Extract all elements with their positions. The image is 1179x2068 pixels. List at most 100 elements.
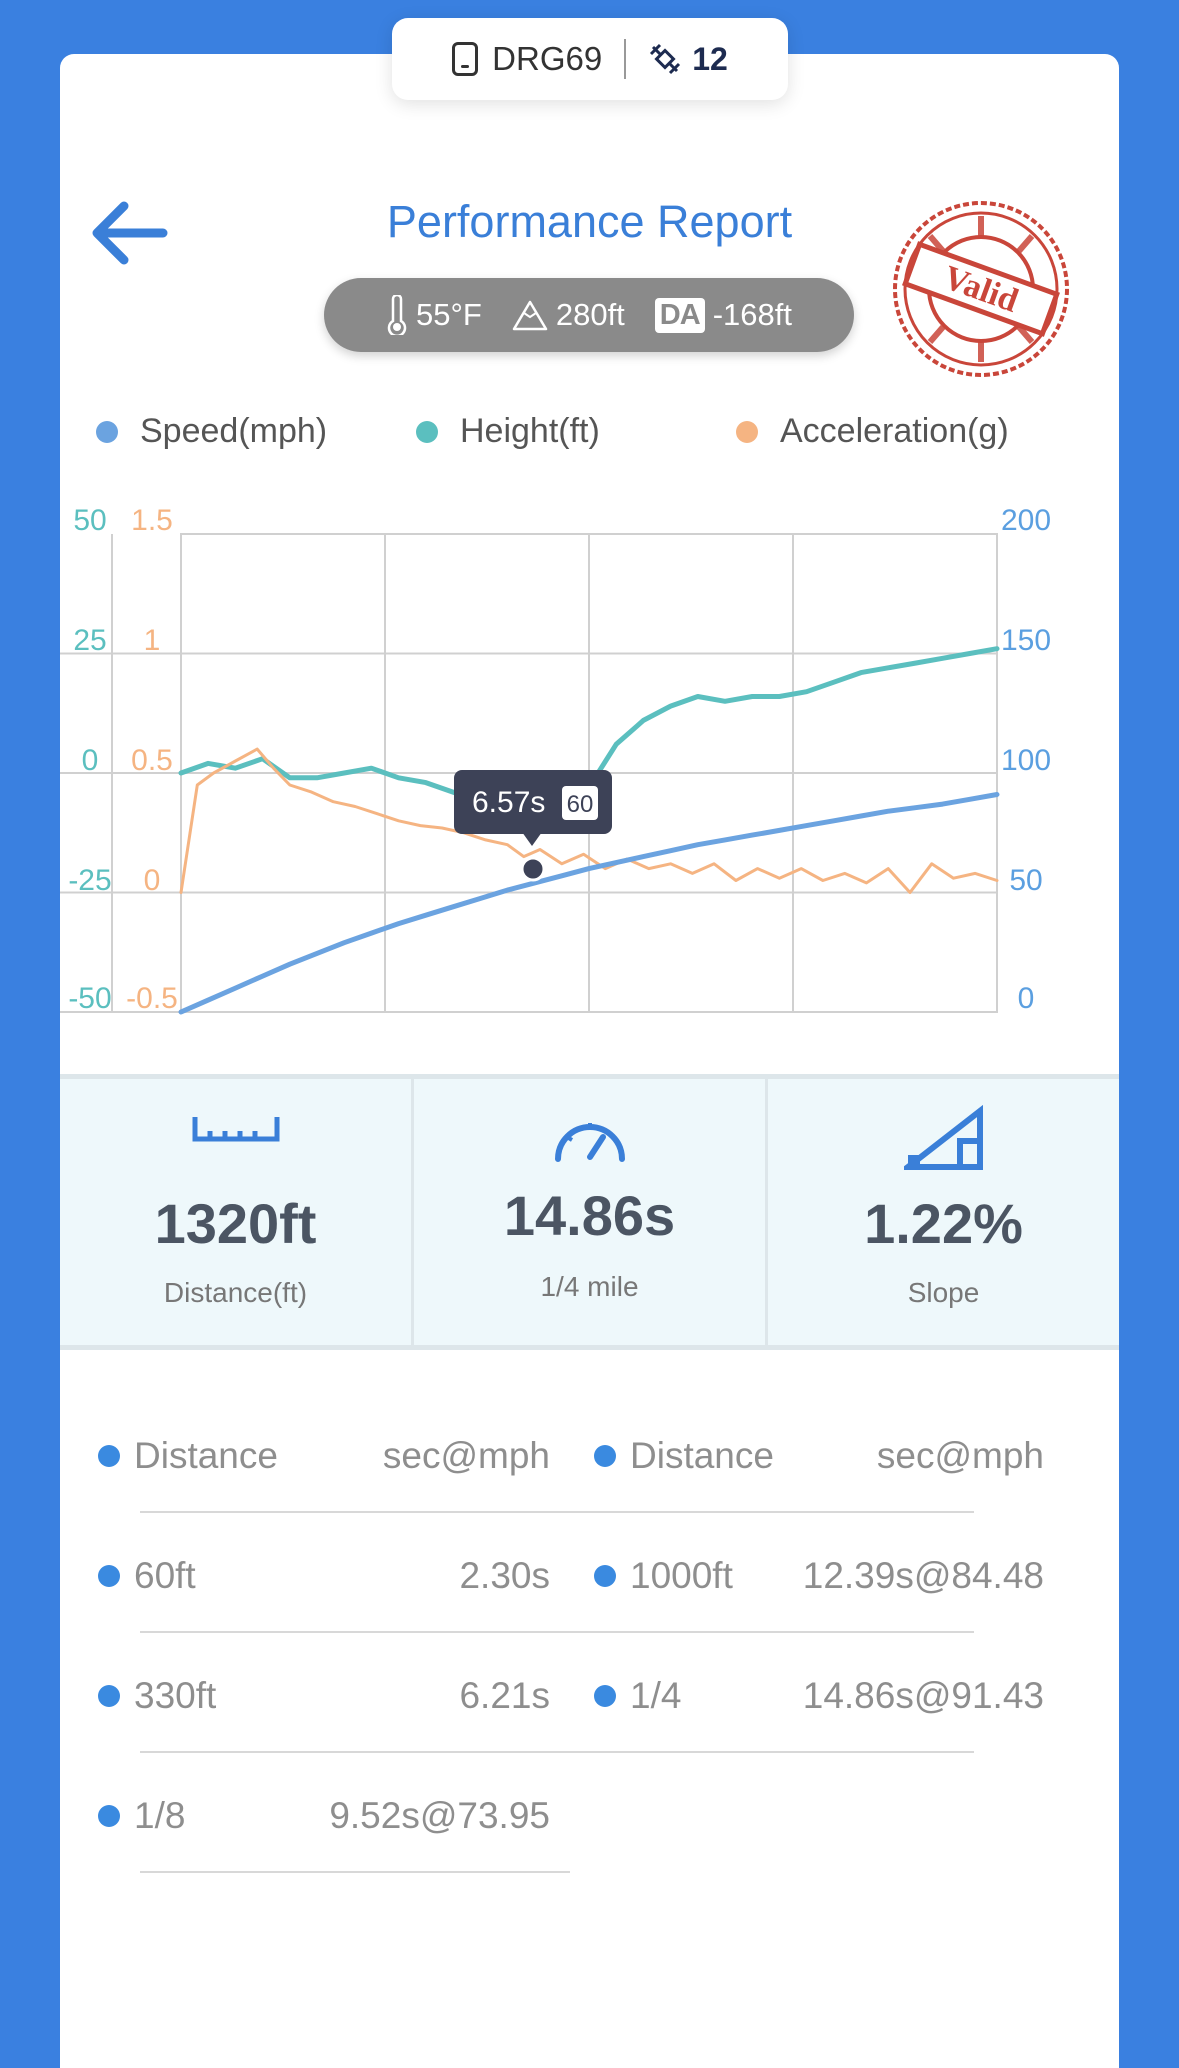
satellite-info: 12 xyxy=(648,41,728,78)
density-altitude-item: DA -168ft xyxy=(654,297,792,333)
split-row-distance: 1000ft xyxy=(594,1530,733,1622)
split-row-time: 9.52s@73.95 xyxy=(329,1795,550,1836)
split-row-time: 2.30s xyxy=(459,1555,550,1596)
bullet-icon xyxy=(98,1565,120,1587)
split-header-time-left: sec@mph xyxy=(382,1435,550,1476)
legend-acceleration-label: Acceleration(g) xyxy=(780,412,1009,450)
header-label: Distance xyxy=(630,1435,774,1476)
thermometer-icon xyxy=(387,295,407,335)
stat-distance: 1320ft Distance(ft) xyxy=(60,1079,414,1345)
split-distance: 60ft xyxy=(134,1555,196,1596)
divider xyxy=(140,1511,974,1513)
stat-slope-value: 1.22% xyxy=(864,1192,1023,1255)
da-badge: DA xyxy=(654,297,705,333)
conditions-pill: 55°F 280ft DA -168ft xyxy=(324,278,854,352)
header-label: Distance xyxy=(134,1435,278,1476)
speed-tick-label: 100 xyxy=(1001,744,1051,777)
ruler-icon xyxy=(192,1117,279,1142)
legend-acceleration[interactable]: Acceleration(g) xyxy=(736,412,1009,451)
stat-distance-value: 1320ft xyxy=(154,1192,317,1255)
speed-tick-label: 200 xyxy=(1001,504,1051,537)
satellite-icon xyxy=(650,43,681,75)
satellite-count: 12 xyxy=(692,40,728,77)
speedometer-icon xyxy=(554,1123,625,1162)
height-tick-label: 0 xyxy=(82,744,99,777)
temperature-item: 55°F xyxy=(386,295,482,335)
split-header-time-right: sec@mph xyxy=(876,1435,1044,1476)
stat-quarter-mile-value: 14.86s xyxy=(503,1184,676,1247)
split-row-distance: 60ft xyxy=(98,1530,196,1622)
legend-speed-dot xyxy=(96,420,118,443)
chart-grid xyxy=(60,533,998,1013)
chart-tooltip: 6.57s 60 xyxy=(454,770,612,882)
divider xyxy=(140,1631,974,1633)
valid-stamp: Valid xyxy=(893,201,1069,377)
split-distance: 330ft xyxy=(134,1675,217,1716)
split-row-distance: 1/8 xyxy=(98,1770,185,1862)
tooltip-time: 6.57s xyxy=(472,786,545,819)
split-row-time: 14.86s@91.43 xyxy=(802,1675,1044,1716)
series-line xyxy=(178,792,1000,1015)
legend-height-label: Height(ft) xyxy=(460,412,600,450)
split-header-distance-left: Distance xyxy=(98,1410,278,1502)
back-arrow-icon[interactable] xyxy=(88,198,168,268)
legend-height[interactable]: Height(ft) xyxy=(416,412,600,451)
device-info: DRG69 xyxy=(452,40,602,78)
split-distance: 1/8 xyxy=(134,1795,186,1836)
speed-tick-label: 0 xyxy=(1018,982,1035,1015)
divider xyxy=(624,39,627,79)
bullet-icon xyxy=(98,1805,120,1827)
device-name: DRG69 xyxy=(492,40,603,77)
device-icon xyxy=(452,42,479,76)
stat-quarter-mile: 14.86s 1/4 mile xyxy=(414,1079,768,1345)
chart-axis-ticks: 50 25 0 -25 -50 1.5 1 0.5 0 -0.5 200 150 100 50 0 xyxy=(68,504,1051,1015)
legend-height-dot xyxy=(416,420,438,443)
stat-quarter-mile-label: 1/4 mile xyxy=(540,1271,639,1302)
speed-tick-label: 150 xyxy=(1001,624,1051,657)
bullet-icon xyxy=(594,1565,616,1587)
split-header-distance-right: Distance xyxy=(594,1410,774,1502)
split-distance: 1000ft xyxy=(630,1555,733,1596)
stat-slope-label: Slope xyxy=(907,1277,980,1308)
split-row-distance: 1/4 xyxy=(594,1650,681,1742)
chart-legend: Speed(mph) Height(ft) Acceleration(g) xyxy=(96,412,1056,462)
bullet-icon xyxy=(98,1685,120,1707)
split-row-time: 6.21s xyxy=(459,1675,550,1716)
device-status-pill[interactable]: DRG69 12 xyxy=(392,18,788,100)
height-tick-label: 25 xyxy=(73,624,106,657)
stat-slope: 1.22% Slope xyxy=(768,1079,1119,1345)
split-row-time: 12.39s@84.48 xyxy=(802,1555,1044,1596)
summary-stats: 1320ft Distance(ft) 14.86s 1/4 mile 1.22… xyxy=(60,1074,1119,1350)
report-card xyxy=(60,54,1119,2068)
split-row-distance: 330ft xyxy=(98,1650,216,1742)
page-title: Performance Report xyxy=(386,196,793,247)
legend-acceleration-dot xyxy=(736,420,758,443)
speed-tick-label: 50 xyxy=(1009,864,1042,897)
acceleration-tick-label: 1 xyxy=(144,624,161,657)
height-tick-label: 50 xyxy=(73,504,106,537)
bullet-icon xyxy=(594,1685,616,1707)
tooltip-speed-badge xyxy=(562,786,598,820)
legend-speed[interactable]: Speed(mph) xyxy=(96,412,327,451)
legend-speed-label: Speed(mph) xyxy=(140,412,328,450)
performance-chart[interactable]: 50 25 0 -25 -50 1.5 1 0.5 0 -0.5 200 150 100 50 0 6.57… xyxy=(60,490,1119,1030)
divider xyxy=(140,1871,570,1873)
bullet-icon xyxy=(594,1445,616,1467)
stat-distance-label: Distance(ft) xyxy=(163,1277,308,1308)
height-tick-label: -25 xyxy=(68,864,111,897)
altitude-value: 280ft xyxy=(555,297,625,332)
slope-icon xyxy=(903,1105,983,1170)
acceleration-tick-label: 0 xyxy=(144,864,161,897)
acceleration-tick-label: -0.5 xyxy=(126,982,178,1015)
tooltip-marker[interactable] xyxy=(520,856,546,882)
mountain-icon xyxy=(512,300,548,331)
split-distance: 1/4 xyxy=(630,1675,682,1716)
tooltip-pointer xyxy=(522,832,542,846)
tooltip-speed: 60 xyxy=(567,791,594,818)
altitude-item: 280ft xyxy=(512,297,625,333)
temperature-value: 55°F xyxy=(416,297,482,332)
density-altitude-value: -168ft xyxy=(712,297,792,332)
series-line xyxy=(179,747,999,894)
height-tick-label: -50 xyxy=(68,982,111,1015)
acceleration-tick-label: 0.5 xyxy=(131,744,173,777)
